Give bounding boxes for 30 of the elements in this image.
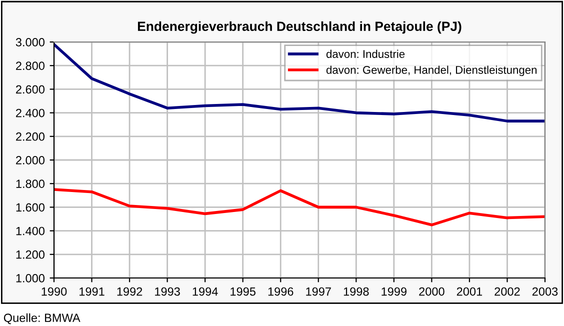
source-note: Quelle: BMWA [4,313,80,324]
x-tick-label: 1994 [192,287,218,296]
y-tick-label: 1.000 [16,274,45,282]
x-tick-label: 1998 [344,287,369,296]
y-tick-label: 2.000 [16,156,45,164]
chart-title: Endenergieverbrauch Deutschland in Petajoule (PJ) [138,21,462,34]
x-tick-label: 1992 [117,287,142,296]
legend-label: davon: Industrie [326,50,405,58]
x-tick-label: 2003 [532,287,558,296]
x-tick-label: 1993 [155,287,180,296]
x-tick-label: 1995 [230,287,256,296]
x-tick-label: 1990 [42,287,67,296]
x-tick-label: 1997 [306,287,331,296]
x-tick-label: 1996 [268,287,294,296]
x-tick-label: 2000 [419,287,444,296]
y-tick-label: 1.600 [16,203,45,212]
line-series [54,188,545,226]
y-tick-label: 2.600 [16,85,45,94]
y-tick-label: 2.800 [16,62,45,70]
y-tick-label: 3.000 [16,38,45,46]
y-tick-label: 1.400 [16,226,45,236]
x-tick-label: 1991 [80,287,104,296]
legend-label: davon: Gewerbe, Handel, Dienstleistungen [326,66,537,76]
y-tick-label: 1.800 [16,180,45,188]
x-tick-label: 2002 [494,287,520,296]
x-tick-label: 2001 [456,287,482,296]
x-tick-label: 1999 [382,287,406,296]
y-tick-label: 2.200 [16,132,45,141]
y-tick-label: 2.400 [16,108,45,118]
y-tick-label: 1.200 [16,250,45,259]
